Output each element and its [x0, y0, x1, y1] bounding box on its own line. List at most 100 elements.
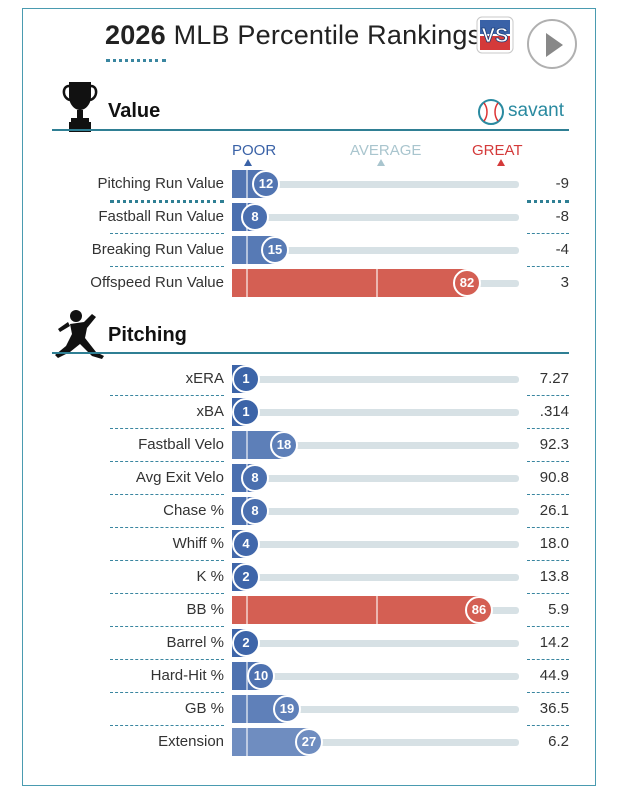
- percentile-bar: [232, 269, 467, 297]
- bar-gridline: [376, 269, 378, 297]
- section-divider-pitching: [52, 352, 569, 354]
- percentile-circle: 4: [232, 530, 260, 558]
- metric-label: K %: [196, 568, 224, 585]
- percentile-circle: 27: [295, 728, 323, 756]
- metric-label: Avg Exit Velo: [135, 469, 224, 486]
- row-separator: [110, 233, 224, 234]
- metric-label: xERA: [185, 370, 224, 387]
- metric-label: GB %: [184, 700, 224, 717]
- percentile-circle: 1: [232, 365, 260, 393]
- metric-label: Extension: [158, 733, 224, 750]
- baseball-icon: [477, 98, 505, 126]
- percentile-circle: 2: [232, 629, 260, 657]
- metric-value: 5.9: [548, 601, 569, 618]
- metric-label: Pitching Run Value: [97, 175, 224, 192]
- metric-value: 6.2: [548, 733, 569, 750]
- percentile-circle: 8: [241, 497, 269, 525]
- metric-label: Whiff %: [172, 535, 224, 552]
- metric-label: Fastball Run Value: [98, 208, 224, 225]
- metric-label: Breaking Run Value: [91, 241, 224, 258]
- poor-arrow-icon: [244, 159, 252, 166]
- play-icon: [546, 33, 563, 57]
- percentile-track: [232, 673, 519, 680]
- percentile-track: [232, 409, 519, 416]
- row-separator: [527, 659, 569, 660]
- percentile-track: [232, 214, 519, 221]
- metric-value: 18.0: [539, 535, 569, 552]
- metric-value: 92.3: [539, 436, 569, 453]
- metric-label: Chase %: [163, 502, 224, 519]
- metric-value: .314: [539, 403, 569, 420]
- percentile-bar: [232, 596, 479, 624]
- percentile-circle: 86: [465, 596, 493, 624]
- bar-gridline: [376, 596, 378, 624]
- row-separator: [527, 494, 569, 495]
- percentile-circle: 2: [232, 563, 260, 591]
- trophy-icon: [60, 78, 100, 134]
- row-separator: [527, 200, 569, 203]
- metric-value: -9: [555, 175, 569, 192]
- page-title: 2026 MLB Percentile Rankings: [105, 20, 481, 51]
- metric-value: -8: [555, 208, 569, 225]
- row-separator: [527, 461, 569, 462]
- bar-gridline: [246, 269, 248, 297]
- scale-great-label: GREAT: [472, 142, 523, 159]
- percentile-circle: 12: [252, 170, 280, 198]
- row-separator: [527, 725, 569, 726]
- metric-value: -4: [555, 241, 569, 258]
- percentile-track: [232, 376, 519, 383]
- percentile-track: [232, 475, 519, 482]
- scale-poor-label: POOR: [232, 142, 277, 159]
- bar-gridline: [246, 695, 248, 723]
- row-separator: [110, 395, 224, 396]
- percentile-track: [232, 508, 519, 515]
- metric-value: 44.9: [539, 667, 569, 684]
- row-separator: [110, 494, 224, 495]
- row-separator: [527, 692, 569, 693]
- metric-label: BB %: [186, 601, 224, 618]
- percentile-track: [232, 640, 519, 647]
- vs-logo-text: VS: [482, 25, 509, 47]
- row-separator: [110, 659, 224, 660]
- metric-value: 14.2: [539, 634, 569, 651]
- row-separator: [110, 725, 224, 726]
- bar-gridline: [246, 596, 248, 624]
- savant-label: savant: [508, 100, 564, 121]
- percentile-circle: 1: [232, 398, 260, 426]
- row-separator: [527, 527, 569, 528]
- section-divider-value: [52, 129, 569, 131]
- title-year: 2026: [105, 20, 166, 50]
- great-arrow-icon: [497, 159, 505, 166]
- metric-value: 3: [560, 274, 569, 291]
- vs-logo: VS: [476, 16, 514, 54]
- percentile-circle: 19: [273, 695, 301, 723]
- play-button[interactable]: [527, 19, 577, 69]
- percentile-track: [232, 247, 519, 254]
- metric-label: Offspeed Run Value: [90, 274, 224, 291]
- title-underline: [106, 59, 166, 62]
- bar-gridline: [246, 236, 248, 264]
- percentile-circle: 8: [241, 464, 269, 492]
- metric-label: Fastball Velo: [138, 436, 224, 453]
- scale-average-label: AVERAGE: [350, 142, 422, 159]
- metric-value: 26.1: [539, 502, 569, 519]
- row-separator: [527, 266, 569, 267]
- percentile-circle: 82: [453, 269, 481, 297]
- percentile-circle: 15: [261, 236, 289, 264]
- percentile-track: [232, 181, 519, 188]
- row-separator: [527, 593, 569, 594]
- card-frame: [22, 8, 596, 786]
- metric-value: 7.27: [539, 370, 569, 387]
- row-separator: [110, 593, 224, 594]
- row-separator: [110, 692, 224, 693]
- row-separator: [110, 428, 224, 429]
- section-title-pitching: Pitching: [108, 324, 187, 346]
- title-text: MLB Percentile Rankings: [173, 20, 482, 50]
- percentile-circle: 18: [270, 431, 298, 459]
- percentile-track: [232, 442, 519, 449]
- row-separator: [527, 395, 569, 396]
- metric-value: 90.8: [539, 469, 569, 486]
- row-separator: [110, 626, 224, 627]
- percentile-circle: 10: [247, 662, 275, 690]
- metric-label: Hard-Hit %: [150, 667, 224, 684]
